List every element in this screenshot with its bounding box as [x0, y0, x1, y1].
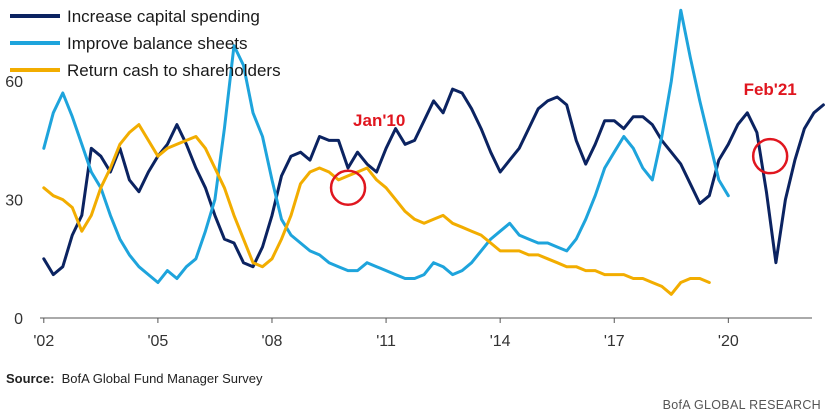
- annotation-circle: [329, 169, 367, 207]
- x-tick-label: '08: [262, 333, 283, 350]
- annotation-circle: [751, 137, 789, 175]
- x-axis-ticks: '02 '05 '08 '11 '14 '17 '20: [33, 318, 739, 350]
- x-tick-label: '20: [718, 333, 739, 350]
- legend-label-improve-balance-sheets: Improve balance sheets: [67, 34, 248, 53]
- annotation-label: Jan'10: [353, 111, 405, 130]
- source-note: Source: BofA Global Fund Manager Survey: [6, 371, 263, 386]
- x-tick-label: '05: [147, 333, 168, 350]
- x-tick-label: '11: [376, 333, 396, 350]
- legend-label-return-cash-to-shareholders: Return cash to shareholders: [67, 61, 281, 80]
- y-tick-label: 30: [5, 193, 23, 210]
- series-line-improve-balance-sheets: [42, 8, 730, 284]
- legend: Increase capital spending Improve balance…: [10, 7, 281, 80]
- series-lines: [42, 8, 825, 296]
- y-tick-label: 0: [14, 311, 23, 328]
- source-label: Source:: [6, 371, 55, 386]
- y-axis-ticks: 0 30 60: [5, 74, 23, 328]
- series-line-increase-capital-spending: [42, 87, 825, 277]
- chart: '02 '05 '08 '11 '14 '17 '20 0 30 60 Increase cap…: [5, 7, 825, 350]
- annotation-label: Feb'21: [744, 80, 797, 99]
- series-line-return-cash-to-shareholders: [42, 123, 711, 296]
- brand-footer: BofA GLOBAL RESEARCH: [662, 398, 821, 412]
- x-tick-label: '14: [490, 333, 511, 350]
- source-text: BofA Global Fund Manager Survey: [61, 371, 263, 386]
- x-tick-label: '17: [604, 333, 625, 350]
- y-tick-label: 60: [5, 74, 23, 91]
- legend-label-increase-capital-spending: Increase capital spending: [67, 7, 260, 26]
- annotations: Jan'10 Feb'21: [329, 80, 797, 207]
- x-tick-label: '02: [33, 333, 54, 350]
